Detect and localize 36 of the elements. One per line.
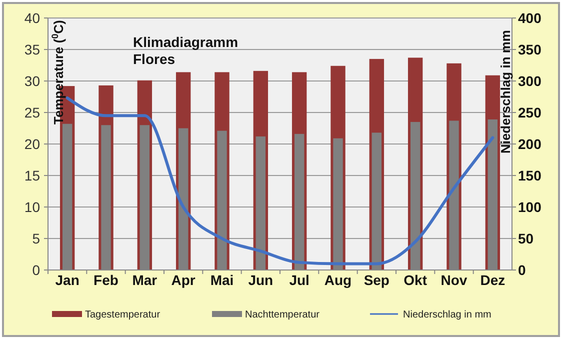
y-tick-label: 35 xyxy=(24,41,40,58)
x-tick-label: Sep xyxy=(364,272,390,288)
x-tick-label: Jun xyxy=(248,272,274,288)
y-tick-label: 30 xyxy=(24,72,40,89)
legend-label: Nachttemperatur xyxy=(245,310,320,320)
x-tick-label: Nov xyxy=(440,272,468,288)
y2-tick-label: 50 xyxy=(518,230,534,246)
y2-axis-title: Niederschlag in mm xyxy=(498,30,513,154)
legend-label: Niederschlag in mm xyxy=(403,310,492,320)
x-tick-label: Dez xyxy=(480,272,506,288)
x-tick-label: Aug xyxy=(324,272,352,288)
y2-tick-label: 300 xyxy=(518,72,542,89)
y2-tick-label: 100 xyxy=(518,198,542,215)
y-tick-label: 0 xyxy=(32,262,40,278)
y2-tick-label: 200 xyxy=(518,136,542,152)
y-tick-label: 10 xyxy=(24,198,40,215)
y2-tick-label: 250 xyxy=(518,104,542,120)
y2-tick-label: 150 xyxy=(518,167,542,184)
y2-tick-label: 0 xyxy=(518,262,526,278)
line-series xyxy=(66,96,494,266)
x-tick-label: Jan xyxy=(55,272,80,288)
x-tick-label: Mai xyxy=(210,272,234,288)
x-tick-label: Jul xyxy=(289,272,310,288)
y2-tick-label: 350 xyxy=(518,41,542,58)
y2-tick-label: 400 xyxy=(518,10,542,26)
x-tick-label: Apr xyxy=(171,272,196,288)
y-tick-label: 20 xyxy=(24,136,40,152)
y-tick-label: 40 xyxy=(24,10,40,26)
y-tick-label: 5 xyxy=(32,230,40,246)
y-tick-label: 25 xyxy=(24,104,40,120)
x-tick-label: Mar xyxy=(132,272,158,288)
y-tick-label: 15 xyxy=(24,167,40,184)
x-tick-label: Okt xyxy=(404,272,428,288)
text: Klimadiagramm Flores xyxy=(133,34,238,67)
x-tick-label: Feb xyxy=(94,272,118,288)
legend-label: Tagestemperatur xyxy=(85,310,161,320)
